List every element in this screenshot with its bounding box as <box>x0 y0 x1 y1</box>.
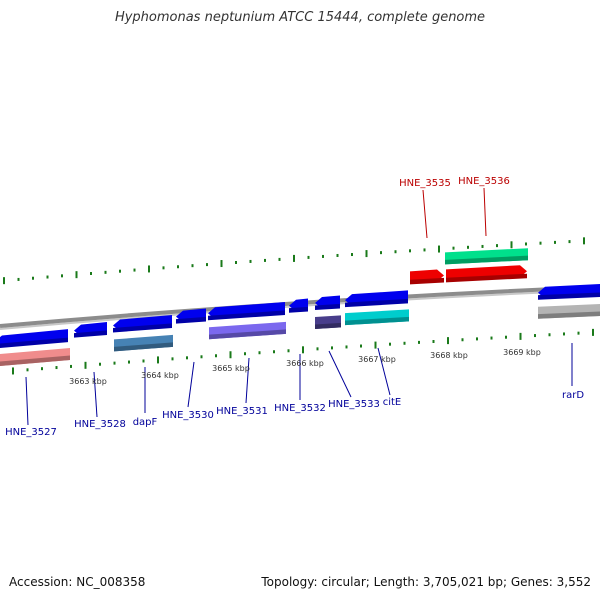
gene-label-hne-3528[interactable]: HNE_3528 <box>74 419 126 430</box>
gene-feature-shade <box>315 303 340 311</box>
genome-summary-text: Topology: circular; Length: 3,705,021 bp… <box>261 575 591 589</box>
scale-label: 3663 kbp <box>69 377 107 386</box>
scale-label: 3666 kbp <box>286 359 324 368</box>
gene-label-hne-3530[interactable]: HNE_3530 <box>162 410 214 421</box>
label-leader <box>422 189 428 239</box>
gene-feature-shade <box>446 273 527 283</box>
gene-feature-shade <box>208 310 285 321</box>
gene-label-hne-3532[interactable]: HNE_3532 <box>274 403 326 414</box>
scale-label: 3668 kbp <box>430 351 468 360</box>
gene-label-hne-3535[interactable]: HNE_3535 <box>399 178 451 189</box>
accession-text: Accession: NC_008358 <box>9 575 146 589</box>
label-leaders <box>25 187 573 426</box>
gene-feature-shade <box>113 323 172 333</box>
gene-feature-shade <box>345 316 409 326</box>
inner-tick-track <box>12 328 594 375</box>
gene-label-hne-3536[interactable]: HNE_3536 <box>458 176 510 187</box>
label-leader <box>187 361 195 408</box>
gene-feature-shade <box>315 322 341 330</box>
outer-tick-track <box>3 237 585 285</box>
gene-feature-shade <box>209 329 286 340</box>
gene-labels: HNE_3527 HNE_3528 dapF HNE_3530 HNE_3531… <box>5 176 584 438</box>
scale-label: 3664 kbp <box>141 371 179 380</box>
gene-feature-shade <box>74 330 107 338</box>
gene-feature-shade <box>410 277 444 285</box>
gene-feature-shade <box>538 311 600 319</box>
label-leader <box>25 376 29 426</box>
label-leader <box>328 350 352 398</box>
label-leader <box>377 347 391 396</box>
gene-feature-shade <box>0 337 68 349</box>
gene-feature-shade <box>114 342 173 352</box>
label-leader <box>93 371 98 418</box>
gene-feature-shade <box>176 316 206 324</box>
gene-label-rard[interactable]: rarD <box>562 390 584 401</box>
gene-label-hne-3533[interactable]: HNE_3533 <box>328 399 380 410</box>
gene-label-hne-3527[interactable]: HNE_3527 <box>5 427 57 438</box>
gene-feature-shade <box>538 292 600 300</box>
label-leader <box>483 187 487 237</box>
map-title: Hyphomonas neptunium ATCC 15444, complet… <box>114 10 486 25</box>
gene-label-cite[interactable]: citE <box>383 397 402 408</box>
scale-label: 3667 kbp <box>358 355 396 364</box>
gene-feature-shade <box>0 355 70 367</box>
scale-labels: 3663 kbp 3664 kbp 3665 kbp 3666 kbp 3667… <box>69 348 541 386</box>
gene-label-hne-3531[interactable]: HNE_3531 <box>216 406 268 417</box>
scale-label: 3665 kbp <box>212 364 250 373</box>
label-leader <box>245 357 250 404</box>
gene-feature-shade <box>445 255 528 265</box>
gene-feature-shade <box>345 298 408 308</box>
scale-label: 3669 kbp <box>503 348 541 357</box>
gene-features <box>0 248 600 367</box>
gene-label-dapf[interactable]: dapF <box>133 417 158 428</box>
gene-feature-shade <box>289 306 308 313</box>
